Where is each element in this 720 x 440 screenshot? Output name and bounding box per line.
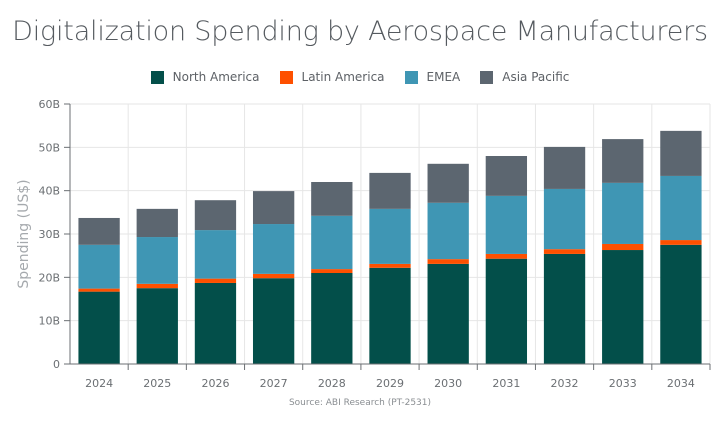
bar-segment-emea[interactable] (311, 215, 353, 270)
y-axis-label: Spending (US$) (16, 179, 32, 288)
x-tick-label: 2024 (85, 377, 113, 390)
bar-segment-north-america[interactable] (427, 263, 469, 364)
bar-segment-north-america[interactable] (485, 258, 528, 364)
legend-item-asia-pacific[interactable]: Asia Pacific (480, 70, 569, 84)
y-tick-label: 20B (38, 271, 60, 284)
legend-label: EMEA (426, 70, 461, 84)
x-tick-label: 2031 (492, 377, 520, 390)
bar-segment-latin-america[interactable] (369, 263, 411, 268)
bar-segment-north-america[interactable] (369, 267, 411, 364)
x-tick-label: 2027 (260, 377, 288, 390)
bar-segment-north-america[interactable] (136, 288, 178, 364)
bar-segment-emea[interactable] (369, 208, 411, 264)
y-tick-label: 50B (38, 141, 60, 154)
bar-segment-emea[interactable] (485, 195, 528, 254)
bar-segment-asia-pacific[interactable] (78, 217, 120, 245)
bar-segment-asia-pacific[interactable] (252, 191, 295, 225)
bar-segment-emea[interactable] (427, 202, 469, 260)
x-tick-label: 2025 (143, 377, 171, 390)
legend-label: Asia Pacific (502, 70, 570, 84)
legend: North America Latin America EMEA Asia Pa… (0, 70, 720, 84)
bar-segment-asia-pacific[interactable] (369, 172, 411, 209)
bar-segment-latin-america[interactable] (78, 288, 120, 292)
x-tick-label: 2034 (667, 377, 695, 390)
bar-segment-north-america[interactable] (543, 253, 586, 364)
bars (78, 130, 702, 364)
bar-segment-north-america[interactable] (252, 278, 295, 364)
y-tick-label: 0 (53, 358, 60, 371)
bar-segment-latin-america[interactable] (427, 259, 469, 264)
bar-segment-emea[interactable] (543, 188, 586, 250)
chart-title: Digitalization Spending by Aerospace Man… (12, 16, 708, 47)
bar-segment-latin-america[interactable] (660, 240, 702, 245)
bar-segment-asia-pacific[interactable] (194, 200, 237, 231)
bar-segment-asia-pacific[interactable] (136, 208, 178, 238)
y-tick-label: 60B (38, 98, 60, 111)
y-tick-label: 40B (38, 185, 60, 198)
legend-item-emea[interactable]: EMEA (404, 70, 461, 84)
legend-item-latin-america[interactable]: Latin America (279, 70, 385, 84)
bar-segment-north-america[interactable] (78, 291, 120, 364)
x-tick-label: 2028 (318, 377, 346, 390)
bar-segment-emea[interactable] (602, 182, 644, 244)
x-tick-label: 2030 (434, 377, 462, 390)
bar-segment-asia-pacific[interactable] (427, 163, 469, 203)
bar-segment-emea[interactable] (252, 224, 295, 274)
bar-segment-latin-america[interactable] (252, 273, 295, 279)
x-tick-label: 2033 (609, 377, 637, 390)
bar-segment-emea[interactable] (660, 175, 702, 241)
bar-segment-north-america[interactable] (311, 273, 353, 364)
y-tick-label: 10B (38, 315, 60, 328)
bar-segment-latin-america[interactable] (602, 243, 644, 251)
bar-segment-emea[interactable] (136, 237, 178, 284)
bar-segment-north-america[interactable] (194, 282, 237, 364)
bar-segment-latin-america[interactable] (194, 278, 237, 283)
x-tick-label: 2026 (201, 377, 229, 390)
bar-segment-latin-america[interactable] (485, 253, 528, 259)
legend-swatch (150, 70, 164, 84)
bar-segment-emea[interactable] (194, 230, 237, 279)
x-tick-label: 2032 (551, 377, 579, 390)
axes: 0 10B 20B 30B 40B 50B 60B 2024 2025 2026 2027 2028 2… (38, 98, 711, 390)
bar-segment-north-america[interactable] (660, 244, 702, 364)
x-tick-label: 2029 (376, 377, 404, 390)
legend-label: North America (172, 70, 260, 84)
bar-segment-latin-america[interactable] (311, 269, 353, 273)
bar-segment-asia-pacific[interactable] (311, 182, 353, 216)
bar-segment-asia-pacific[interactable] (543, 146, 586, 189)
bar-segment-asia-pacific[interactable] (602, 139, 644, 183)
legend-swatch (404, 70, 418, 84)
bar-segment-emea[interactable] (78, 244, 120, 289)
bar-segment-north-america[interactable] (602, 250, 644, 364)
source-note: Source: ABI Research (PT-2531) (288, 398, 432, 408)
bar-segment-asia-pacific[interactable] (485, 156, 528, 196)
bar-segment-latin-america[interactable] (543, 249, 586, 254)
legend-swatch (480, 70, 494, 84)
legend-label: Latin America (301, 70, 385, 84)
legend-item-north-america[interactable]: North America (150, 70, 260, 84)
y-tick-label: 30B (38, 228, 60, 241)
bar-segment-asia-pacific[interactable] (660, 130, 702, 176)
legend-swatch (279, 70, 293, 84)
bar-segment-latin-america[interactable] (136, 283, 178, 289)
